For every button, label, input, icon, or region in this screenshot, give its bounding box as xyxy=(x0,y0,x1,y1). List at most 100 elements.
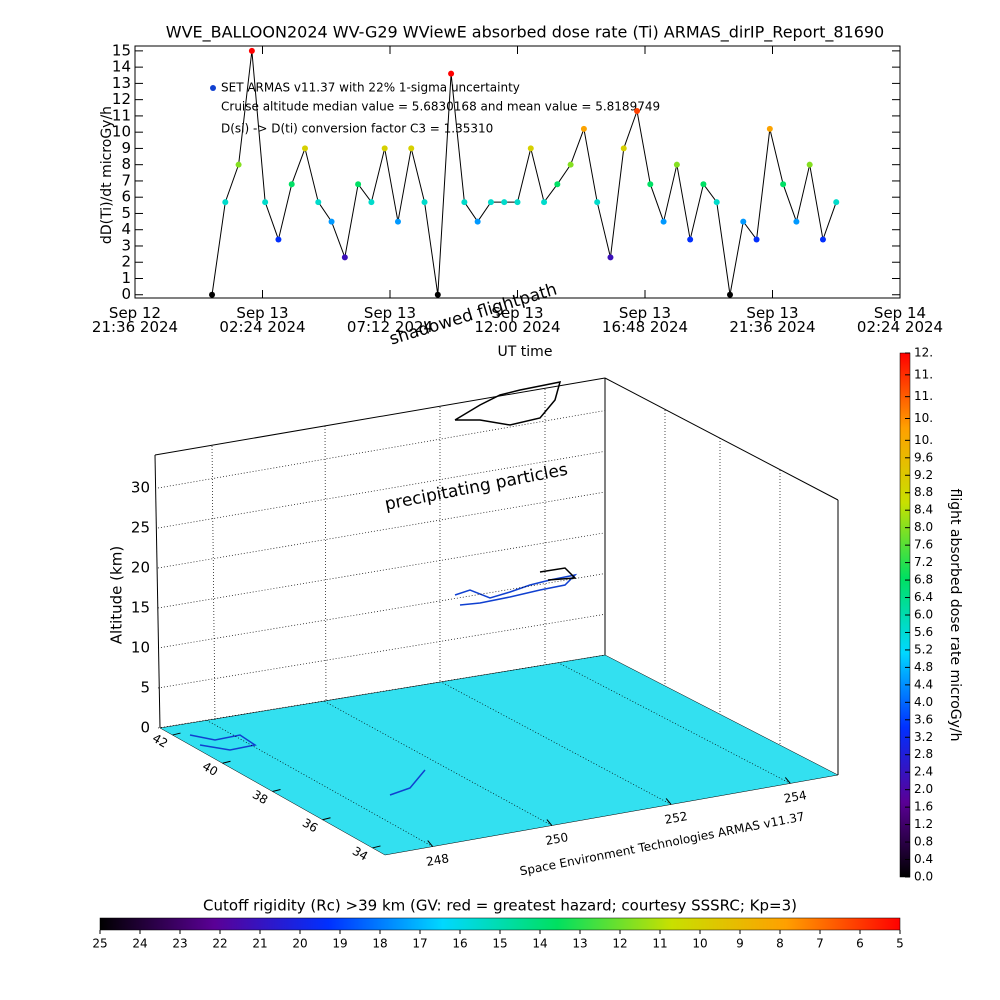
flight-path xyxy=(189,381,578,796)
data-point xyxy=(740,218,747,225)
z-tick-label: 25 xyxy=(131,519,150,537)
y-tick-label: 34 xyxy=(350,844,370,864)
data-point xyxy=(660,218,667,225)
y-tick-label: 8 xyxy=(121,155,131,173)
colorbar-label: Cutoff rigidity (Rc) >39 km (GV: red = g… xyxy=(203,897,797,915)
y-tick-label: 0.0 xyxy=(914,870,933,884)
data-point xyxy=(514,199,521,206)
data-point xyxy=(806,161,813,168)
y-tick-label: 13 xyxy=(112,74,131,92)
y-tick-label: 36 xyxy=(300,816,320,836)
y-tick-label: 11. xyxy=(914,389,933,403)
data-point xyxy=(302,145,308,152)
y-tick-label: 9.6 xyxy=(914,450,933,464)
x-tick-label: 12 xyxy=(612,937,627,951)
x-tick-label: 22 xyxy=(212,937,227,951)
data-point xyxy=(315,199,322,206)
y-tick-label: 8.4 xyxy=(914,503,933,517)
y-tick-label: 7.2 xyxy=(914,555,933,569)
y-tick-label: 7.6 xyxy=(914,538,933,552)
y-tick-label: 1 xyxy=(121,269,131,287)
data-point xyxy=(235,161,242,168)
y-tick-label: 4.8 xyxy=(914,660,933,674)
y-tick-label: 2.0 xyxy=(914,782,933,796)
y-tick-label: 11. xyxy=(914,367,933,381)
data-point xyxy=(567,161,574,168)
z-tick-label: 10 xyxy=(131,639,150,657)
colorbar-label: flight absorbed dose rate microGy/h xyxy=(947,489,963,742)
data-point xyxy=(394,218,401,225)
data-point xyxy=(541,199,548,206)
y-tick xyxy=(222,760,231,764)
x-tick-label: 19 xyxy=(332,937,347,951)
y-tick-label: 0 xyxy=(121,285,131,303)
y-tick xyxy=(322,817,331,821)
y-tick-label: 8.8 xyxy=(914,485,933,499)
data-point xyxy=(461,199,468,206)
x-tick-label: 248 xyxy=(425,851,450,869)
x-tick-label: 9 xyxy=(736,937,744,951)
y-tick-label: 2.4 xyxy=(914,765,933,779)
y-tick-label: 9 xyxy=(121,139,131,157)
data-point xyxy=(766,125,773,132)
y-tick-label: 6.0 xyxy=(914,608,933,622)
grid-line xyxy=(157,654,606,729)
data-point xyxy=(421,199,428,206)
x-tick-label: 11 xyxy=(652,937,667,951)
x-tick-label: 6 xyxy=(856,937,864,951)
data-point xyxy=(408,145,415,152)
grid-line xyxy=(157,450,606,529)
y-tick-label: 5.2 xyxy=(914,642,933,656)
data-point xyxy=(448,70,455,77)
data-point xyxy=(222,199,229,206)
x-tick-label: 21 xyxy=(252,937,267,951)
data-point xyxy=(700,181,707,188)
x-tick-label: 18 xyxy=(372,937,387,951)
x-tick-label: 252 xyxy=(664,809,689,827)
x-tick-label: Sep 14 02:24 2024 xyxy=(856,304,944,336)
y-axis-label: dD(Ti)/dt microGy/h xyxy=(99,106,115,244)
y-tick xyxy=(372,845,381,849)
data-point xyxy=(833,199,840,206)
data-point xyxy=(381,145,388,152)
x-tick-label: 20 xyxy=(292,937,307,951)
y-tick-label: 0.4 xyxy=(914,852,933,866)
frame-3d xyxy=(154,377,839,775)
data-point xyxy=(727,291,733,298)
data-point xyxy=(434,291,441,298)
data-point xyxy=(368,199,375,206)
grid-line xyxy=(323,700,553,826)
y-tick-label: 6.4 xyxy=(914,590,933,604)
x-tick-label: 8 xyxy=(776,937,784,951)
grid-line xyxy=(206,720,433,847)
colorbar-horizontal xyxy=(99,917,901,931)
y-tick xyxy=(272,789,281,792)
y-tick-label: 10. xyxy=(914,411,933,425)
x-tick-label: Sep 13 07:12 2024 xyxy=(346,304,434,336)
annotation: D(si) -> D(ti) conversion factor C3 = 1.… xyxy=(221,122,493,136)
x-tick-label: 23 xyxy=(172,937,187,951)
y-tick-label: 3 xyxy=(121,236,131,254)
chart-title: WVE_BALLOON2024 WV-G29 WViewE absorbed d… xyxy=(166,23,884,43)
x-tick xyxy=(784,777,791,784)
x-tick-label: 16 xyxy=(452,937,467,951)
y-tick-label: 2.8 xyxy=(914,747,933,761)
y-tick-label: 15 xyxy=(112,41,131,59)
data-point xyxy=(474,218,481,225)
y-tick-label: 4.0 xyxy=(914,695,933,709)
z-tick-label: 15 xyxy=(131,599,150,617)
x-tick-label: 15 xyxy=(492,937,507,951)
x-tick-label: 7 xyxy=(816,937,824,951)
data-point xyxy=(634,108,641,115)
y-tick-label: 11 xyxy=(112,106,131,124)
x-tick-label: Sep 13 02:24 2024 xyxy=(219,304,306,336)
data-point xyxy=(647,181,654,188)
grid-line xyxy=(157,491,606,569)
grid-line xyxy=(157,410,606,489)
annotation: Cruise altitude median value = 5.6830168… xyxy=(221,100,660,114)
y-tick-label: 4.4 xyxy=(914,677,933,691)
x-tick-label: 13 xyxy=(572,937,587,951)
data-point xyxy=(209,291,216,298)
x-tick xyxy=(427,840,434,847)
